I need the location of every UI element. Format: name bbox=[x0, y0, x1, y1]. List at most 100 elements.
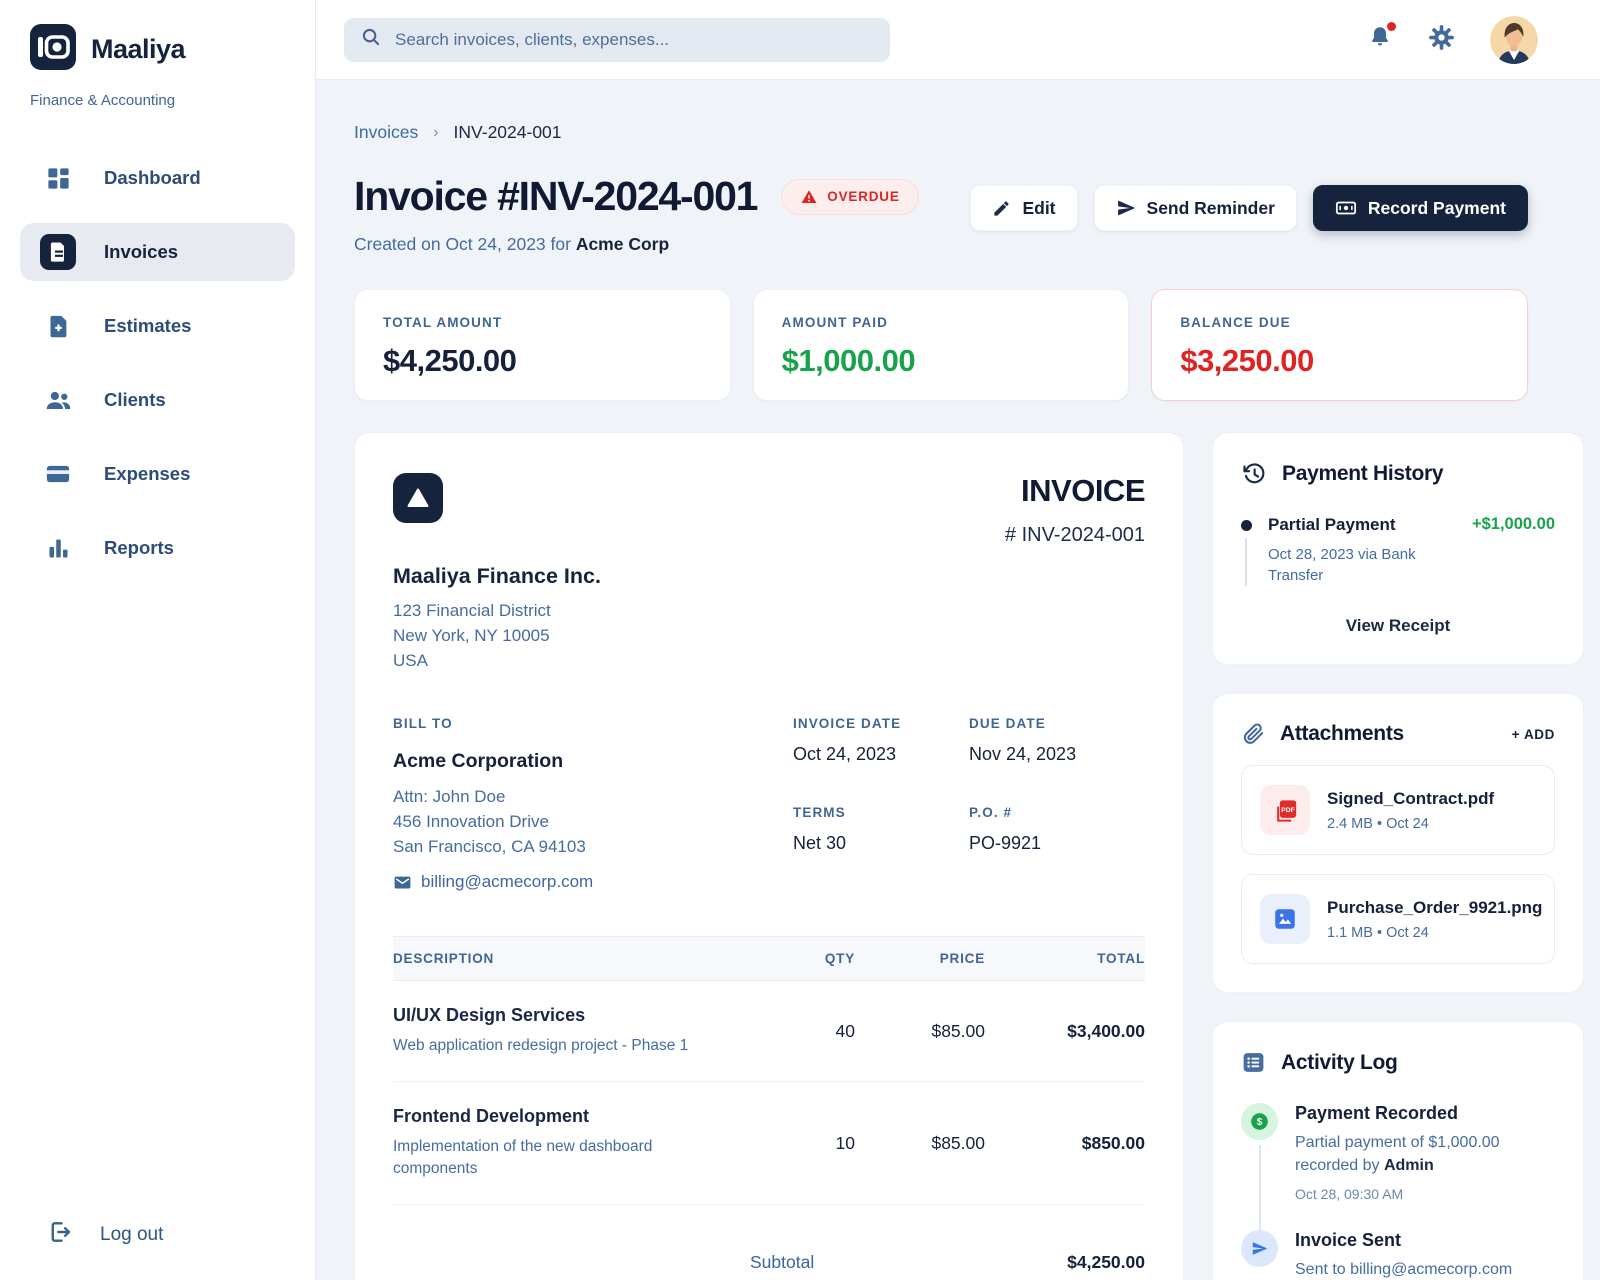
brand-name: Maaliya bbox=[91, 34, 186, 64]
col-qty: QTY bbox=[824, 951, 855, 966]
activity-entry-sent: Invoice Sent Sent to billing@acmecorp.co… bbox=[1241, 1230, 1555, 1280]
search-icon bbox=[360, 26, 382, 53]
sidebar-item-label: Clients bbox=[104, 389, 166, 410]
invoice-date-value: Oct 24, 2023 bbox=[793, 744, 897, 764]
attachment-item-pdf[interactable]: PDF Signed_Contract.pdf 2.4 MB • Oct 24 bbox=[1241, 765, 1555, 855]
sidebar-item-dashboard[interactable]: Dashboard bbox=[20, 149, 295, 207]
sidebar-item-invoices[interactable]: Invoices bbox=[20, 223, 295, 281]
activity-title: Invoice Sent bbox=[1295, 1230, 1402, 1250]
logout-icon bbox=[48, 1219, 74, 1250]
table-row: Frontend Development Implementation of t… bbox=[393, 1082, 1145, 1205]
status-badge: OVERDUE bbox=[781, 178, 919, 215]
record-payment-button[interactable]: Record Payment bbox=[1312, 185, 1528, 231]
item-title: UI/UX Design Services bbox=[393, 1005, 586, 1025]
total-amount-label: TOTAL AMOUNT bbox=[383, 315, 503, 330]
attachment-item-image[interactable]: Purchase_Order_9921.png 1.1 MB • Oct 24 bbox=[1241, 874, 1555, 964]
sidebar-item-label: Expenses bbox=[104, 463, 191, 484]
po-number-label: P.O. # bbox=[969, 805, 1013, 820]
brand-logo-icon bbox=[30, 24, 76, 75]
subtotal-row: Subtotal $4,250.00 bbox=[393, 1243, 1145, 1280]
due-date-label: DUE DATE bbox=[969, 716, 1046, 731]
edit-button[interactable]: Edit bbox=[970, 185, 1078, 231]
sidebar-item-clients[interactable]: Clients bbox=[20, 371, 295, 429]
attachment-name: Purchase_Order_9921.png bbox=[1327, 897, 1543, 917]
activity-log-title: Activity Log bbox=[1281, 1050, 1398, 1074]
total-amount-card: TOTAL AMOUNT $4,250.00 bbox=[354, 289, 731, 401]
company-name: Maaliya Finance Inc. bbox=[393, 564, 601, 588]
activity-detail: Sent to billing@acmecorp.com bbox=[1295, 1261, 1513, 1278]
status-label: OVERDUE bbox=[827, 189, 900, 204]
invoice-doc-icon bbox=[40, 234, 76, 270]
attachments-panel: Attachments + ADD PDF Signed_Contract.pd… bbox=[1212, 693, 1584, 993]
sidebar-item-reports[interactable]: Reports bbox=[20, 519, 295, 577]
bar-chart-icon bbox=[40, 535, 76, 562]
timeline-rail bbox=[1240, 515, 1252, 586]
item-title: Frontend Development bbox=[393, 1106, 590, 1126]
settings-gear-icon[interactable] bbox=[1427, 23, 1456, 57]
col-total: TOTAL bbox=[1097, 951, 1145, 966]
people-icon bbox=[40, 386, 76, 415]
svg-text:PDF: PDF bbox=[1281, 806, 1295, 813]
dollar-icon: $ bbox=[1241, 1103, 1278, 1140]
page-header: Invoice #INV-2024-001 OVERDUE Created on… bbox=[354, 173, 1528, 255]
attachment-name: Signed_Contract.pdf bbox=[1327, 788, 1495, 808]
activity-time: Oct 28, 09:30 AM bbox=[1295, 1186, 1404, 1202]
user-avatar[interactable] bbox=[1490, 15, 1538, 64]
notifications-bell-icon[interactable] bbox=[1367, 22, 1396, 55]
brand: Maaliya bbox=[20, 24, 295, 75]
po-number-value: PO-9921 bbox=[969, 833, 1042, 853]
pdf-file-icon: PDF bbox=[1260, 785, 1310, 835]
terms-value: Net 30 bbox=[793, 833, 847, 853]
attachment-meta: 1.1 MB • Oct 24 bbox=[1327, 924, 1429, 941]
logout-button[interactable]: Log out bbox=[20, 1219, 295, 1250]
bill-to-label: BILL TO bbox=[393, 716, 453, 731]
add-attachment-button[interactable]: + ADD bbox=[1511, 726, 1555, 742]
payment-entry-detail: Oct 28, 2023 via Bank Transfer bbox=[1268, 546, 1416, 584]
amount-paid-label: AMOUNT PAID bbox=[781, 315, 888, 330]
warning-icon bbox=[801, 189, 817, 203]
paperclip-icon bbox=[1243, 723, 1264, 744]
amount-paid-card: AMOUNT PAID $1,000.00 bbox=[752, 289, 1130, 401]
amount-paid-value: $1,000.00 bbox=[781, 343, 916, 378]
dashboard-icon bbox=[40, 165, 76, 192]
sidebar: Maaliya Finance & Accounting Dashboard I… bbox=[0, 0, 316, 1280]
item-price: $85.00 bbox=[931, 1020, 985, 1041]
invoice-date-label: INVOICE DATE bbox=[793, 716, 902, 731]
activity-entry-payment: $ Payment Recorded Partial payment of $1… bbox=[1241, 1103, 1555, 1236]
breadcrumb-invoices-link[interactable]: Invoices bbox=[354, 122, 419, 142]
search-input[interactable] bbox=[393, 28, 874, 51]
subtotal-label: Subtotal bbox=[750, 1252, 815, 1272]
sidebar-item-label: Estimates bbox=[104, 315, 192, 336]
payment-entry-amount: +$1,000.00 bbox=[1471, 515, 1555, 533]
bill-to-address: Attn: John Doe 456 Innovation Drive San … bbox=[393, 787, 586, 856]
invoice-meta: INVOICE DATE Oct 24, 2023 DUE DATE Nov 2… bbox=[793, 716, 1145, 892]
sidebar-item-expenses[interactable]: Expenses bbox=[20, 445, 295, 503]
balance-due-label: BALANCE DUE bbox=[1180, 315, 1291, 330]
payment-history-panel: Payment History Partial Payment Oct 28, … bbox=[1212, 432, 1584, 665]
send-reminder-button[interactable]: Send Reminder bbox=[1093, 185, 1297, 231]
payment-entry: Partial Payment Oct 28, 2023 via Bank Tr… bbox=[1240, 515, 1555, 586]
sidebar-item-label: Reports bbox=[104, 537, 174, 558]
activity-detail: Partial payment of $1,000.00 recorded by… bbox=[1295, 1134, 1500, 1174]
attachments-title: Attachments bbox=[1280, 722, 1404, 745]
balance-due-value: $3,250.00 bbox=[1180, 343, 1314, 378]
sidebar-item-label: Invoices bbox=[104, 241, 179, 262]
send-icon bbox=[1117, 200, 1135, 216]
activity-log-panel: Activity Log $ Payment Recorded Partial … bbox=[1212, 1021, 1584, 1280]
company-address: 123 Financial District New York, NY 1000… bbox=[393, 601, 551, 670]
topbar-right bbox=[1367, 15, 1538, 64]
item-price: $85.00 bbox=[931, 1132, 985, 1153]
search-bar[interactable] bbox=[344, 17, 890, 62]
breadcrumb-current: INV-2024-001 bbox=[453, 122, 562, 142]
pencil-icon bbox=[994, 200, 1010, 216]
item-description: Web application redesign project - Phase… bbox=[393, 1037, 689, 1054]
invoice-doc-number: # INV-2024-001 bbox=[1004, 524, 1145, 546]
bill-to-block: BILL TO Acme Corporation Attn: John Doe … bbox=[393, 716, 793, 892]
view-receipt-link[interactable]: View Receipt bbox=[1345, 616, 1451, 635]
image-file-icon bbox=[1260, 894, 1310, 944]
timeline-connector bbox=[1259, 1145, 1261, 1236]
item-description: Implementation of the new dashboard comp… bbox=[393, 1138, 653, 1177]
sidebar-item-estimates[interactable]: Estimates bbox=[20, 297, 295, 355]
col-description: DESCRIPTION bbox=[393, 951, 495, 966]
totals-section: Subtotal $4,250.00 Tax (0%) $0.00 Discou… bbox=[393, 1243, 1145, 1280]
